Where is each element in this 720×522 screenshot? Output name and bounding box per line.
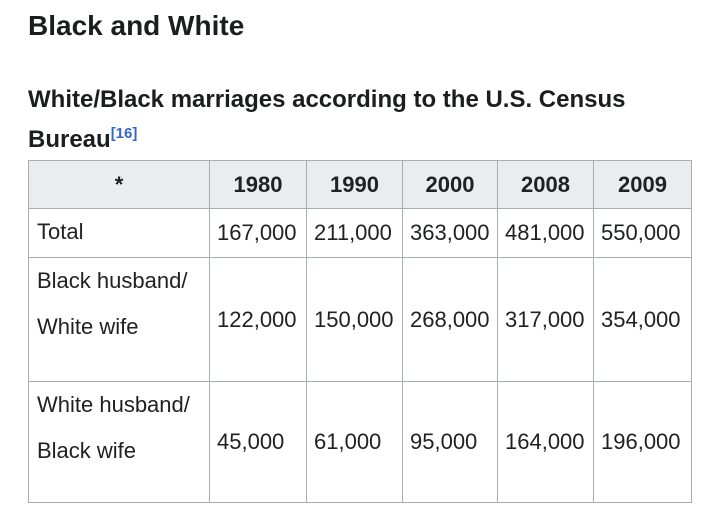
cell-whbw-2008: 164,000 <box>497 381 594 503</box>
cell-whbw-1990: 61,000 <box>306 381 403 503</box>
table-caption-text: White/Black marriages according to the U… <box>28 86 626 153</box>
cell-total-2000: 363,000 <box>402 208 498 258</box>
col-header-2009: 2009 <box>593 160 692 209</box>
marriages-table: * 1980 1990 2000 2008 2009 Total 167,000… <box>28 160 692 503</box>
row-label-white-husband-black-wife: White husband/ Black wife <box>28 381 210 503</box>
cell-bhww-1990: 150,000 <box>306 257 403 382</box>
col-header-star: * <box>28 160 210 209</box>
row-label-black-husband-white-wife: Black husband/ White wife <box>28 257 210 382</box>
cell-total-2009: 550,000 <box>593 208 692 258</box>
cell-total-1990: 211,000 <box>306 208 403 258</box>
col-header-1990: 1990 <box>306 160 403 209</box>
table-row-black-husband-white-wife: Black husband/ White wife 122,000 150,00… <box>28 257 692 382</box>
table-row-white-husband-black-wife: White husband/ Black wife 45,000 61,000 … <box>28 381 692 503</box>
table-header-row: * 1980 1990 2000 2008 2009 <box>28 160 692 209</box>
table-row-total: Total 167,000 211,000 363,000 481,000 55… <box>28 208 692 258</box>
reference-link[interactable]: [16] <box>110 125 138 142</box>
col-header-2000: 2000 <box>402 160 498 209</box>
reference-superscript: [16] <box>111 125 138 142</box>
cell-total-1980: 167,000 <box>209 208 307 258</box>
col-header-2008: 2008 <box>497 160 594 209</box>
cell-bhww-1980: 122,000 <box>209 257 307 382</box>
page-title: Black and White <box>28 10 245 41</box>
cell-whbw-2009: 196,000 <box>593 381 692 503</box>
cell-bhww-2009: 354,000 <box>593 257 692 382</box>
cell-bhww-2008: 317,000 <box>497 257 594 382</box>
article-section: Black and White White/Black marriages ac… <box>0 8 720 503</box>
row-label-total: Total <box>28 208 210 258</box>
cell-whbw-1980: 45,000 <box>209 381 307 503</box>
col-header-1980: 1980 <box>209 160 307 209</box>
cell-whbw-2000: 95,000 <box>402 381 498 503</box>
cell-bhww-2000: 268,000 <box>402 257 498 382</box>
table-caption: White/Black marriages according to the U… <box>28 80 691 160</box>
cell-total-2008: 481,000 <box>497 208 594 258</box>
